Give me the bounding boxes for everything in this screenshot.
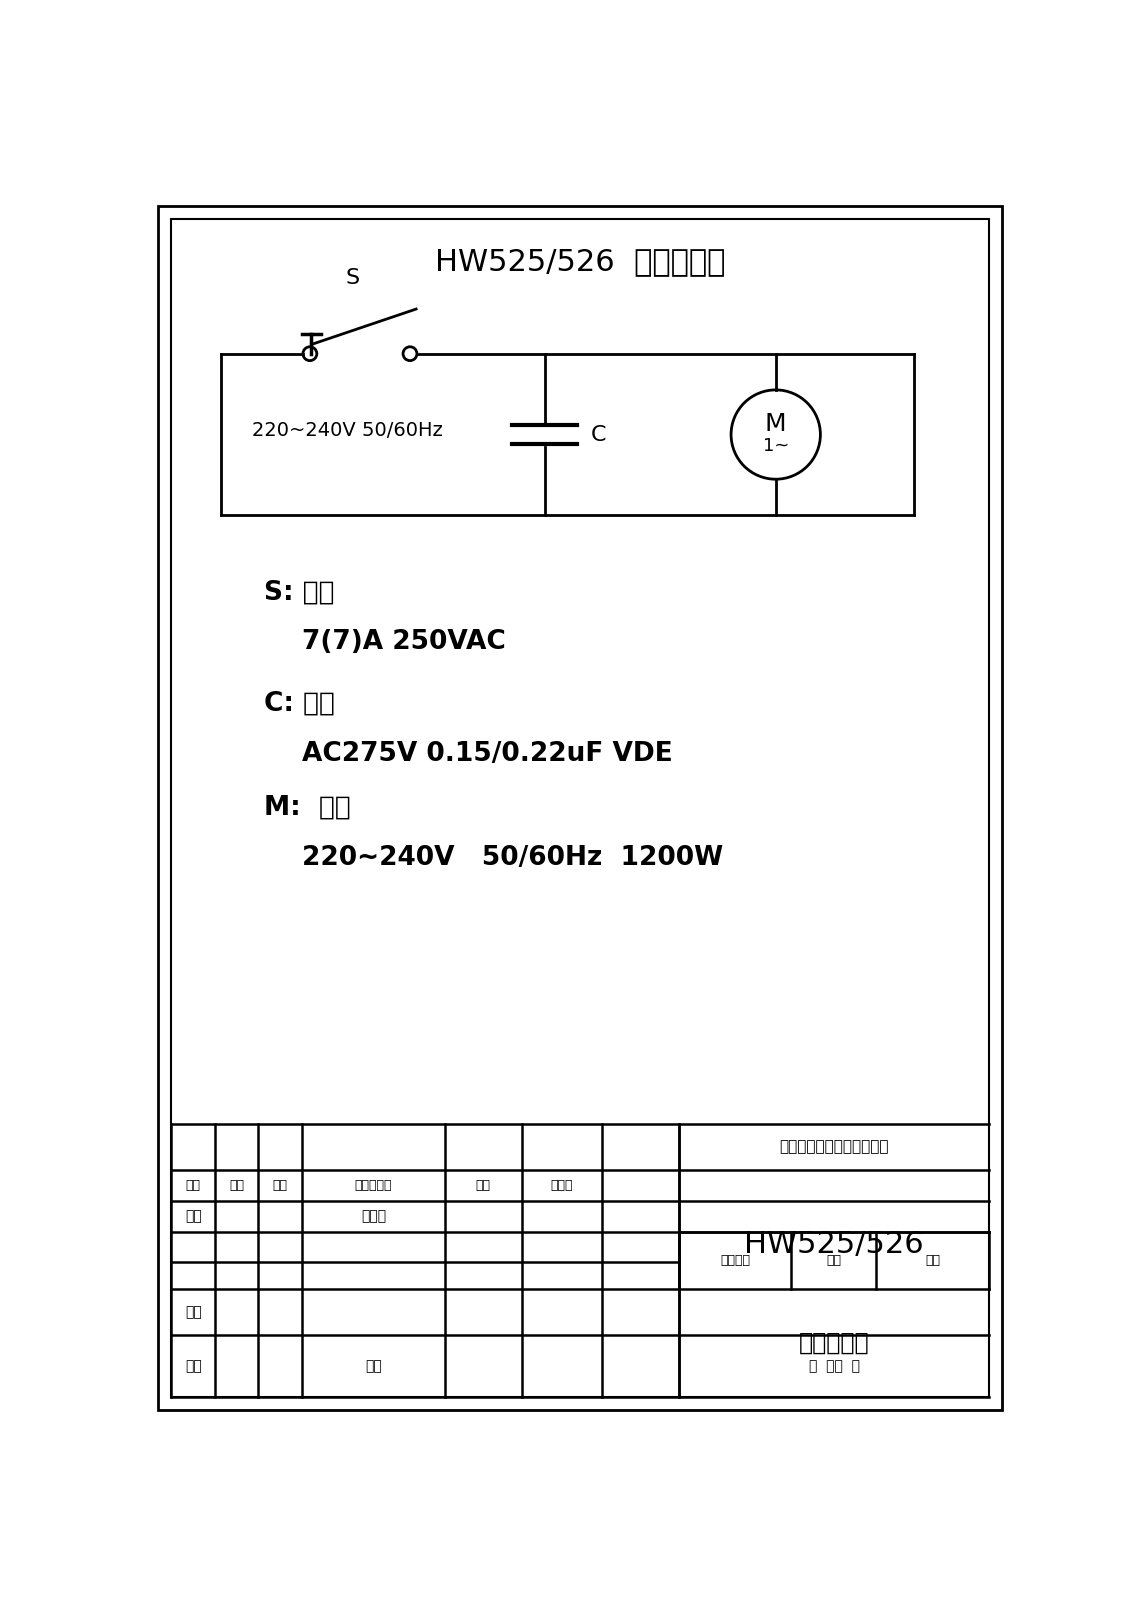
Text: C: C <box>591 424 607 445</box>
Text: 标记: 标记 <box>186 1179 200 1192</box>
Text: S: S <box>345 269 359 288</box>
Text: 1~: 1~ <box>763 437 789 454</box>
Text: HW525/526  电器原理图: HW525/526 电器原理图 <box>435 246 726 275</box>
Text: 审核: 审核 <box>185 1306 201 1320</box>
Text: 年月日: 年月日 <box>551 1179 573 1192</box>
Text: 220~240V 50/60Hz: 220~240V 50/60Hz <box>252 421 443 440</box>
Text: 宁波华东机电制造有限公司: 宁波华东机电制造有限公司 <box>780 1139 889 1154</box>
Text: 重量: 重量 <box>826 1254 841 1267</box>
Text: 签名: 签名 <box>475 1179 490 1192</box>
Text: 分区: 分区 <box>273 1179 288 1192</box>
Text: M:  电机: M: 电机 <box>264 795 351 821</box>
Text: S: 开关: S: 开关 <box>264 579 334 605</box>
Text: AC275V 0.15/0.22uF VDE: AC275V 0.15/0.22uF VDE <box>302 741 672 766</box>
Text: 共  张第  张: 共 张第 张 <box>808 1360 859 1373</box>
Text: 7(7)A 250VAC: 7(7)A 250VAC <box>302 629 506 656</box>
Text: 更改文件号: 更改文件号 <box>354 1179 392 1192</box>
Text: 220~240V   50/60Hz  1200W: 220~240V 50/60Hz 1200W <box>302 845 723 870</box>
Text: M: M <box>765 411 787 435</box>
Text: 处数: 处数 <box>230 1179 245 1192</box>
Text: C: 电容: C: 电容 <box>264 691 335 717</box>
Text: 标准化: 标准化 <box>361 1210 386 1222</box>
Text: 工艺: 工艺 <box>185 1360 201 1373</box>
Text: 批准: 批准 <box>365 1360 381 1373</box>
Text: 阶段标记: 阶段标记 <box>720 1254 751 1267</box>
Text: 电器原理图: 电器原理图 <box>799 1331 869 1355</box>
Text: 设计: 设计 <box>185 1210 201 1222</box>
Text: 比例: 比例 <box>925 1254 940 1267</box>
Text: HW525/526: HW525/526 <box>745 1230 924 1259</box>
